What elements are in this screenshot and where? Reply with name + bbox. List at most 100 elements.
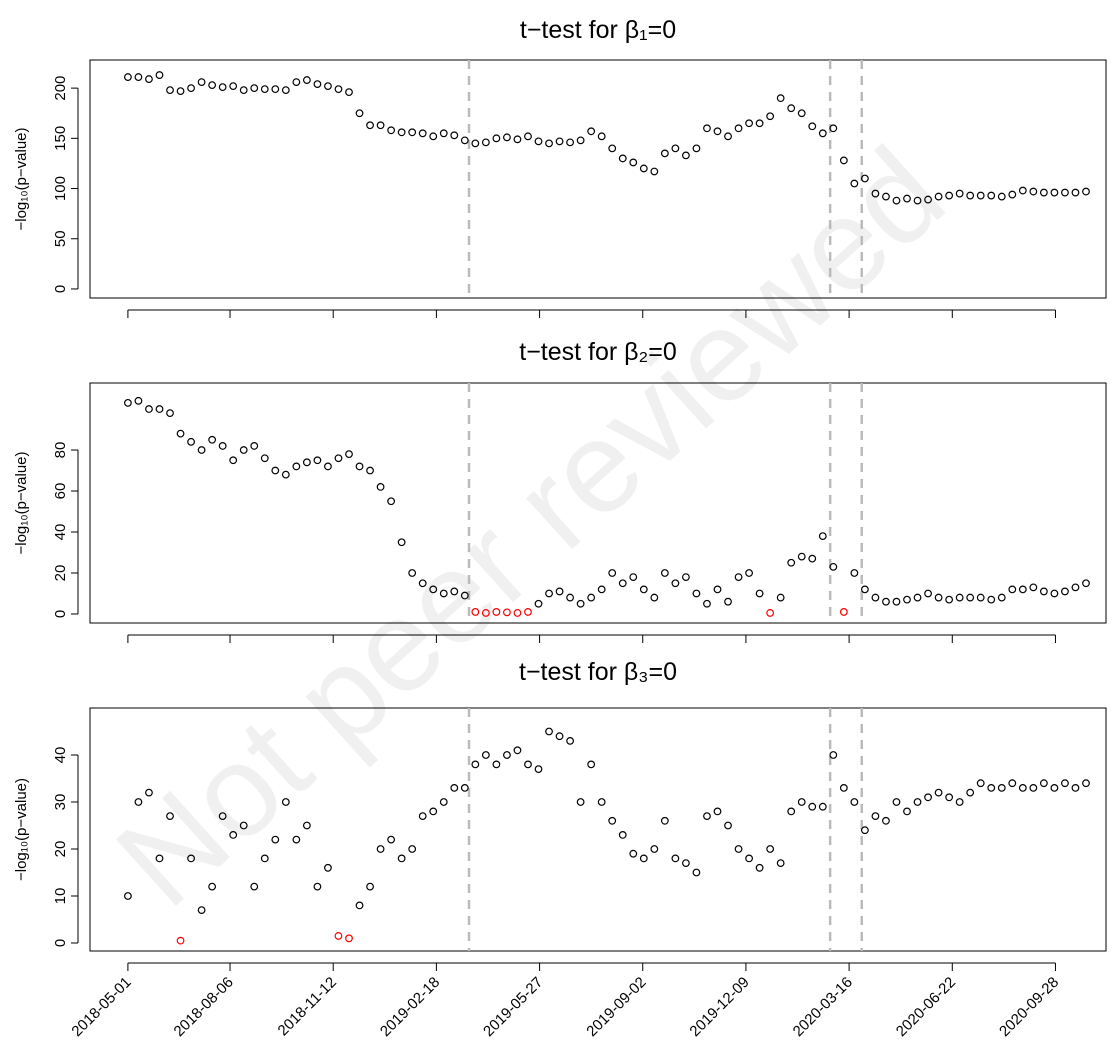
point [882,192,890,201]
point [818,802,827,811]
point [197,78,206,86]
point [503,608,511,617]
y-tick-label: 50 [52,230,69,247]
point [787,558,796,567]
point [839,608,848,616]
point [513,746,522,755]
point [703,599,711,608]
point [608,569,617,577]
point [966,191,975,200]
point [639,585,648,594]
point [871,593,880,602]
point [934,788,943,797]
y-tick-label: 0 [52,610,69,618]
point [334,932,343,940]
point [492,608,501,616]
point [682,859,690,868]
point [587,593,596,602]
point [650,593,659,602]
point [302,458,311,467]
point [692,868,701,877]
point [1050,188,1059,197]
point [966,788,975,797]
point [597,585,606,594]
point [1050,784,1059,792]
point [208,882,217,891]
point [587,127,596,136]
y-tick-label: 80 [52,442,69,459]
point [639,164,648,173]
point [829,751,838,759]
point [134,73,143,81]
point [124,73,132,81]
point [134,798,143,806]
point [871,812,880,821]
point [524,760,532,769]
panel-title: t−test for β₂=0 [519,338,677,366]
point [1071,583,1080,592]
x-tick-label: 2019-02-18 [377,974,443,1040]
point [155,854,164,863]
point [176,429,185,438]
point [808,802,817,811]
point [892,597,901,606]
point [576,798,585,806]
y-axis-label: −log₁₀(p−value) [13,451,30,554]
y-tick-label: 0 [52,285,69,293]
point [987,784,996,792]
point [608,816,617,825]
point [829,124,838,133]
point [366,882,374,891]
point [492,760,501,769]
point [492,134,501,143]
point [187,437,195,446]
point [555,732,564,741]
point [766,845,775,853]
point [945,793,954,802]
point [334,85,343,94]
point [376,845,385,853]
point [692,589,701,598]
point [545,727,553,736]
point [850,569,859,577]
point [903,194,911,203]
point [1071,188,1080,197]
point [208,81,217,90]
point [439,129,448,138]
point [355,901,364,910]
point [218,83,227,92]
point [292,462,301,471]
point [629,573,638,581]
point [324,462,332,471]
y-tick-label: 150 [52,126,69,151]
point [871,189,880,198]
plot-box [89,707,1107,952]
point [166,812,174,821]
point [534,599,543,608]
point [229,831,238,839]
point [471,608,480,616]
point [345,88,353,97]
point [1018,784,1027,792]
point [124,892,132,900]
point [639,854,648,863]
point [460,784,469,792]
point [260,85,269,94]
point [313,80,322,89]
point [1071,784,1080,792]
point [618,154,627,163]
point [271,85,280,94]
point [976,593,985,602]
point [460,591,469,600]
point [1061,779,1069,788]
x-tick-label: 2020-06-22 [893,974,959,1040]
point [860,174,869,183]
point [955,593,964,602]
point [818,532,827,540]
point [682,573,690,581]
point [555,137,564,146]
point [439,589,448,598]
point [1082,779,1090,788]
point [987,191,996,200]
point [703,124,711,133]
